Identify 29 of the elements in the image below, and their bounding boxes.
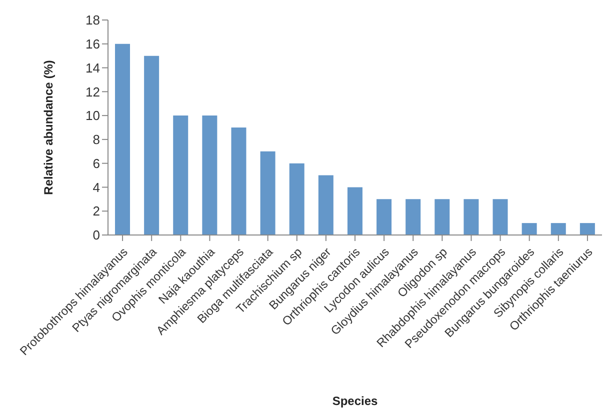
bar [144, 56, 160, 235]
bar [260, 151, 276, 235]
bar [173, 116, 188, 235]
y-tick-label: 8 [92, 132, 100, 148]
y-tick-label: 0 [92, 228, 100, 243]
y-tick-label: 4 [92, 180, 100, 195]
bar [580, 223, 595, 235]
y-tick-label: 18 [86, 12, 100, 28]
x-axis-title: Species [332, 394, 378, 408]
y-tick-label: 2 [92, 204, 100, 219]
bar [231, 128, 246, 235]
bar [202, 116, 218, 235]
bar [464, 199, 479, 235]
y-tick-label: 12 [86, 84, 100, 100]
y-tick-label: 14 [86, 60, 100, 76]
y-tick-label: 6 [92, 156, 100, 171]
bar [376, 199, 392, 235]
bar [434, 199, 450, 235]
bar [115, 44, 130, 235]
bar [318, 175, 334, 235]
bar [406, 199, 421, 235]
y-tick-label: 10 [86, 108, 100, 124]
y-axis-title: Relative abundance (%) [41, 60, 56, 195]
bar [492, 199, 508, 235]
bar [289, 163, 304, 235]
bar [550, 223, 566, 235]
bar [347, 187, 362, 235]
y-tick-label: 16 [86, 36, 100, 52]
bar [522, 223, 537, 235]
